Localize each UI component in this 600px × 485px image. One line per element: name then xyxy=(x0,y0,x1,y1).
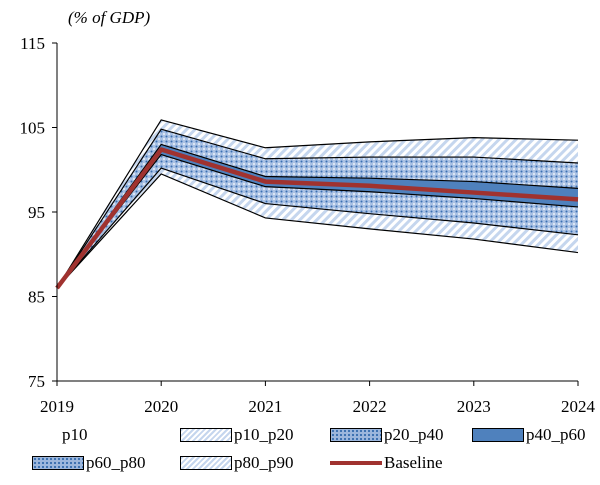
line-p80 xyxy=(56,128,579,289)
y-tick-label: 115 xyxy=(20,34,45,53)
baseline-series xyxy=(55,147,579,290)
y-tick-label: 85 xyxy=(28,288,45,307)
percentile-lines xyxy=(56,119,579,289)
unit-label: (% of GDP) xyxy=(68,8,151,27)
x-tick-label: 2022 xyxy=(353,397,387,416)
band-p80-p90 xyxy=(57,119,578,289)
x-tick-label: 2019 xyxy=(40,397,74,416)
baseline-line xyxy=(55,147,579,290)
fan-bands xyxy=(57,119,578,289)
x-tick-label: 2023 xyxy=(457,397,491,416)
x-tick-label: 2021 xyxy=(248,397,282,416)
line-p10 xyxy=(56,173,579,289)
x-tick-label: 2024 xyxy=(561,397,596,416)
band-p60-p80 xyxy=(57,129,578,289)
line-p90 xyxy=(56,119,579,289)
axes: 75 85 95 105 115 2019 2020 2021 2022 2023 2024 xyxy=(20,34,596,416)
x-tick-label: 2020 xyxy=(144,397,178,416)
band-p20-p40 xyxy=(57,154,578,289)
line-p60 xyxy=(56,143,579,289)
line-p20 xyxy=(56,167,579,289)
y-tick-label: 75 xyxy=(28,372,45,391)
band-p10-p20 xyxy=(57,168,578,289)
line-p40 xyxy=(56,153,579,289)
y-tick-label: 95 xyxy=(28,203,45,222)
y-tick-label: 105 xyxy=(20,119,46,138)
